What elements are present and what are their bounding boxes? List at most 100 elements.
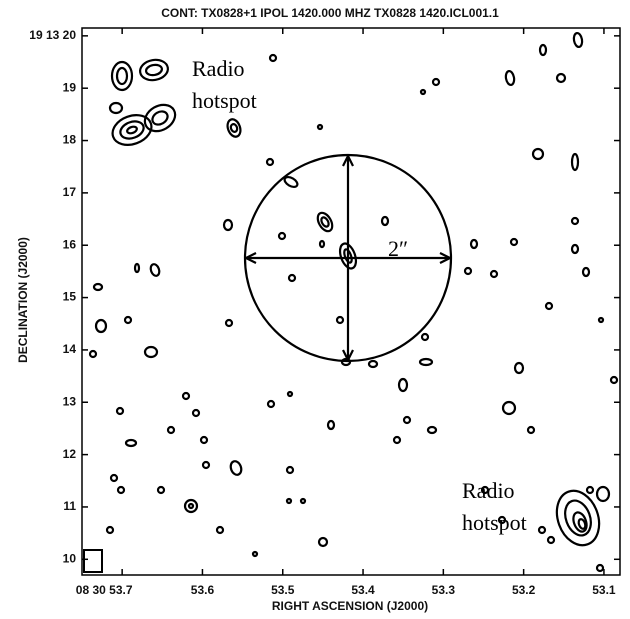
contour	[217, 527, 223, 533]
contour	[571, 511, 589, 534]
x-tick-label: 08 30 53.7	[76, 583, 133, 597]
contour	[135, 264, 139, 272]
x-tick-label: 53.4	[351, 583, 375, 597]
contour	[288, 392, 292, 396]
contour	[94, 284, 102, 290]
contour	[183, 393, 189, 399]
contour	[289, 275, 295, 281]
contour	[421, 90, 425, 94]
y-tick-label: 17	[63, 185, 77, 199]
contour	[224, 220, 232, 230]
contour	[126, 125, 137, 134]
contour	[511, 239, 517, 245]
contour	[557, 74, 565, 82]
contour	[118, 487, 124, 493]
contour	[107, 527, 113, 533]
contour	[118, 118, 146, 141]
y-tick-label: 19 13 20	[29, 28, 76, 42]
contour	[201, 437, 207, 443]
y-tick-label: 14	[63, 342, 77, 356]
y-tick-label: 16	[63, 237, 77, 251]
contour	[168, 427, 174, 433]
contour	[230, 123, 238, 133]
contour	[382, 217, 388, 225]
contour	[270, 55, 276, 61]
contour	[597, 487, 609, 501]
contour	[149, 263, 161, 277]
contour	[138, 58, 169, 83]
contour	[318, 125, 322, 129]
contour	[597, 565, 603, 571]
chart: CONT: TX0828+1 IPOL 1420.000 MHZ TX0828 …	[0, 0, 630, 619]
contour	[158, 487, 164, 493]
y-tick-label: 12	[63, 447, 77, 461]
beam-box	[84, 550, 102, 572]
contour	[189, 504, 193, 508]
y-tick-label: 18	[63, 133, 77, 147]
x-tick-label: 53.3	[432, 583, 456, 597]
contour	[422, 334, 428, 340]
contour	[110, 103, 122, 113]
contour	[394, 437, 400, 443]
contour	[572, 218, 578, 224]
contour	[125, 317, 131, 323]
contour	[253, 552, 257, 556]
contour	[203, 462, 209, 468]
contour	[279, 233, 285, 239]
contour	[226, 320, 232, 326]
contour	[503, 402, 515, 414]
annotation: hotspot	[462, 510, 527, 535]
contour	[599, 318, 603, 322]
contour	[533, 149, 543, 159]
contour	[150, 109, 170, 127]
contour	[145, 347, 157, 357]
contour	[337, 317, 343, 323]
contour	[301, 499, 305, 503]
y-tick-label: 19	[63, 80, 77, 94]
y-tick-label: 11	[63, 499, 76, 513]
x-tick-label: 53.1	[592, 583, 616, 597]
contour	[268, 401, 274, 407]
contour	[96, 320, 106, 332]
contour	[505, 70, 515, 85]
contour	[117, 68, 127, 84]
contour	[404, 417, 410, 423]
contour	[540, 45, 546, 55]
contour	[433, 79, 439, 85]
contour	[399, 379, 407, 391]
contour	[315, 210, 335, 233]
contour	[546, 303, 552, 309]
contour	[528, 427, 534, 433]
contour	[420, 359, 432, 365]
x-tick-label: 53.6	[191, 583, 215, 597]
x-axis-label: RIGHT ASCENSION (J2000)	[272, 599, 428, 613]
contour	[572, 245, 578, 253]
contour	[90, 351, 96, 357]
contour	[491, 271, 497, 277]
contour	[319, 538, 327, 546]
contour	[465, 268, 471, 274]
y-tick-label: 10	[63, 551, 77, 565]
annotation: Radio	[192, 56, 245, 81]
contour	[287, 499, 291, 503]
contours	[90, 32, 617, 571]
contour	[283, 175, 299, 189]
contour	[369, 361, 377, 367]
contour	[229, 460, 243, 477]
contour	[573, 32, 583, 47]
contour	[539, 527, 545, 533]
contour	[320, 241, 324, 247]
x-tick-label: 53.5	[271, 583, 295, 597]
contour	[515, 363, 523, 373]
chart-title: CONT: TX0828+1 IPOL 1420.000 MHZ TX0828 …	[161, 6, 499, 20]
contour	[225, 117, 242, 138]
contour	[561, 497, 596, 539]
contour	[611, 377, 617, 383]
contour	[587, 487, 593, 493]
scale-circle	[245, 155, 451, 361]
contour	[126, 440, 136, 446]
contour	[287, 467, 293, 473]
contour	[140, 100, 180, 137]
x-tick-label: 53.2	[512, 583, 536, 597]
y-tick-label: 13	[63, 394, 77, 408]
